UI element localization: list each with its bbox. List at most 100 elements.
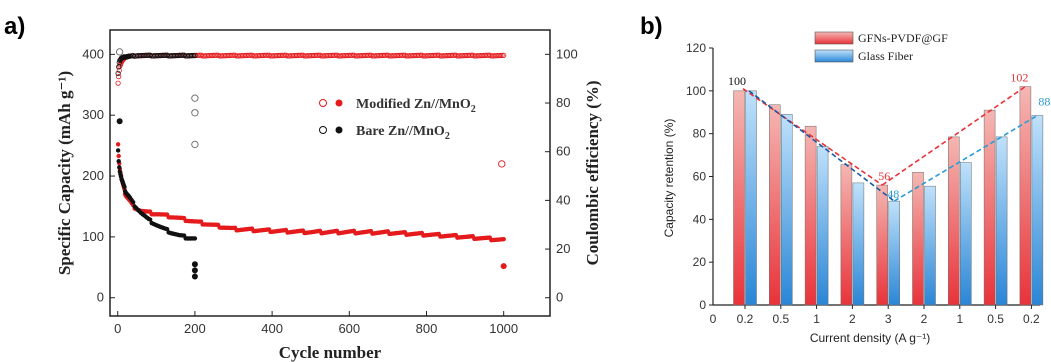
y-tick-label: 0 <box>97 290 104 305</box>
y2-tick-label: 20 <box>556 241 570 256</box>
x-axis-ticks: 0 200 400 600 800 1000 <box>114 311 518 336</box>
series-bare-capacity <box>115 118 198 280</box>
y-tick-label: 200 <box>82 168 104 183</box>
y-tick-label: 100 <box>82 229 104 244</box>
outlier-point <box>191 261 198 268</box>
y2-tick-label: 60 <box>556 144 570 159</box>
y-tick-label-b: 120 <box>686 41 706 55</box>
data-point <box>116 74 122 80</box>
x-tick-label: 0 <box>114 321 121 336</box>
data-point <box>192 236 198 241</box>
bar-glass-fiber <box>960 162 972 306</box>
y-tick-label-b: 80 <box>693 127 707 141</box>
data-point <box>117 165 122 170</box>
legend-label-bare-sub: 2 <box>445 131 450 142</box>
legend-marker-open-modified <box>319 99 327 107</box>
x-tick-label: 600 <box>338 321 360 336</box>
y-tick-label-b: 60 <box>693 170 707 184</box>
y2-tick-label: 80 <box>556 95 570 110</box>
data-point <box>497 52 504 59</box>
data-point <box>115 80 121 86</box>
data-point <box>190 52 196 59</box>
value-annotation: 48 <box>887 187 899 201</box>
legend-swatch-glass-fiber <box>814 49 854 63</box>
y-tick-label-b: 40 <box>693 212 707 226</box>
annotations-b: 100 56 48 102 88 <box>728 71 1050 202</box>
outlier-point <box>191 140 199 149</box>
bar-gfns-pvdf <box>733 90 745 306</box>
x-tick-label-b: 1 <box>956 312 963 326</box>
bar-glass-fiber <box>852 182 865 306</box>
legend-a: Modified Zn//MnO 2 Bare Zn//MnO2 <box>319 97 476 142</box>
series-bare-ce <box>115 48 199 149</box>
legend-label-bare: Bare Zn//MnO2 <box>356 124 450 142</box>
legend-b: GFNs-PVDF@GF Glass Fiber <box>814 31 948 63</box>
bar-gfns-pvdf <box>769 104 781 306</box>
data-point <box>115 70 121 77</box>
trend-line-gf-decrease <box>748 90 895 202</box>
legend-swatch-gfn <box>814 31 854 45</box>
outlier-point <box>498 160 506 168</box>
bar-gfns-pvdf <box>1019 86 1032 306</box>
bar-gfns-pvdf <box>912 171 924 306</box>
y-axis-ticks-b: 0 20 40 60 80 100 120 <box>686 41 713 312</box>
bar-glass-fiber <box>924 185 936 306</box>
bar-glass-fiber <box>1031 115 1044 306</box>
y-tick-label-b: 0 <box>699 298 706 312</box>
data-point <box>499 52 505 59</box>
bar-glass-fiber <box>745 90 757 306</box>
y-tick-label-b: 100 <box>686 84 706 98</box>
x-tick-label-b: 3 <box>885 312 892 326</box>
y-tick-label: 300 <box>82 107 104 122</box>
bar-glass-fiber <box>995 136 1008 306</box>
trend-line-gfn-recovery <box>881 85 1026 186</box>
trend-line-gf-recovery <box>893 114 1038 202</box>
x-tick-label-b: 0.5 <box>987 312 1004 326</box>
y2-tick-label: 0 <box>556 290 563 305</box>
x-tick-label: 800 <box>416 321 438 336</box>
panel-label-b: b) <box>640 13 663 40</box>
outlier-point <box>500 263 507 270</box>
data-point <box>501 236 506 242</box>
x-origin-label-b: 0 <box>710 312 717 326</box>
bar-glass-fiber <box>888 200 900 306</box>
x-tick-label: 400 <box>261 321 283 336</box>
x-tick-label-b: 1 <box>813 312 820 326</box>
data-point <box>116 153 121 159</box>
x-tick-label-b: 0.2 <box>1023 312 1040 326</box>
data-point <box>147 217 153 222</box>
legend-marker-open-bare <box>319 126 327 134</box>
y-tick-label: 400 <box>82 46 104 61</box>
panel-b: b) 0 20 40 60 80 100 120 0.2 0.5 1 2 3 2 1 0.5 0.2 0 1… <box>640 13 1050 345</box>
y2-axis-title-a: Coulombic efficiency (%) <box>583 80 602 265</box>
trend-lines-b <box>742 85 1038 202</box>
value-annotation: 100 <box>728 74 746 88</box>
data-point <box>501 52 507 58</box>
data-point <box>115 148 121 153</box>
legend-marker-filled-bare <box>335 126 343 134</box>
bar-glass-fiber <box>781 114 793 306</box>
y-axis-left-ticks: 0 100 200 300 400 <box>82 46 115 305</box>
outlier-point <box>191 94 199 102</box>
x-tick-label-b: 0.2 <box>737 312 754 326</box>
value-annotation: 88 <box>1038 94 1050 108</box>
x-tick-label: 200 <box>184 321 206 336</box>
outlier-point <box>191 109 199 117</box>
outlier-point <box>191 267 198 274</box>
data-point <box>116 158 121 164</box>
x-tick-label: 1000 <box>489 321 518 336</box>
data-point <box>192 52 198 59</box>
bar-gfns-pvdf <box>948 136 960 306</box>
bar-gfns-pvdf <box>876 184 888 306</box>
series-points-a <box>115 48 507 280</box>
data-point <box>130 199 136 205</box>
legend-label-modified-text: Modified Zn//MnO <box>356 97 471 112</box>
legend-label-bare-text: Bare Zn//MnO <box>356 124 445 139</box>
x-tick-label-b: 2 <box>921 312 928 326</box>
legend-label-gfn: GFNs-PVDF@GF <box>858 31 948 45</box>
y2-tick-label: 100 <box>556 46 578 61</box>
data-point <box>122 184 127 190</box>
y-axis-title-a: Specific Capacity (mAh g⁻¹) <box>55 71 74 275</box>
legend-marker-filled-modified <box>335 99 343 107</box>
